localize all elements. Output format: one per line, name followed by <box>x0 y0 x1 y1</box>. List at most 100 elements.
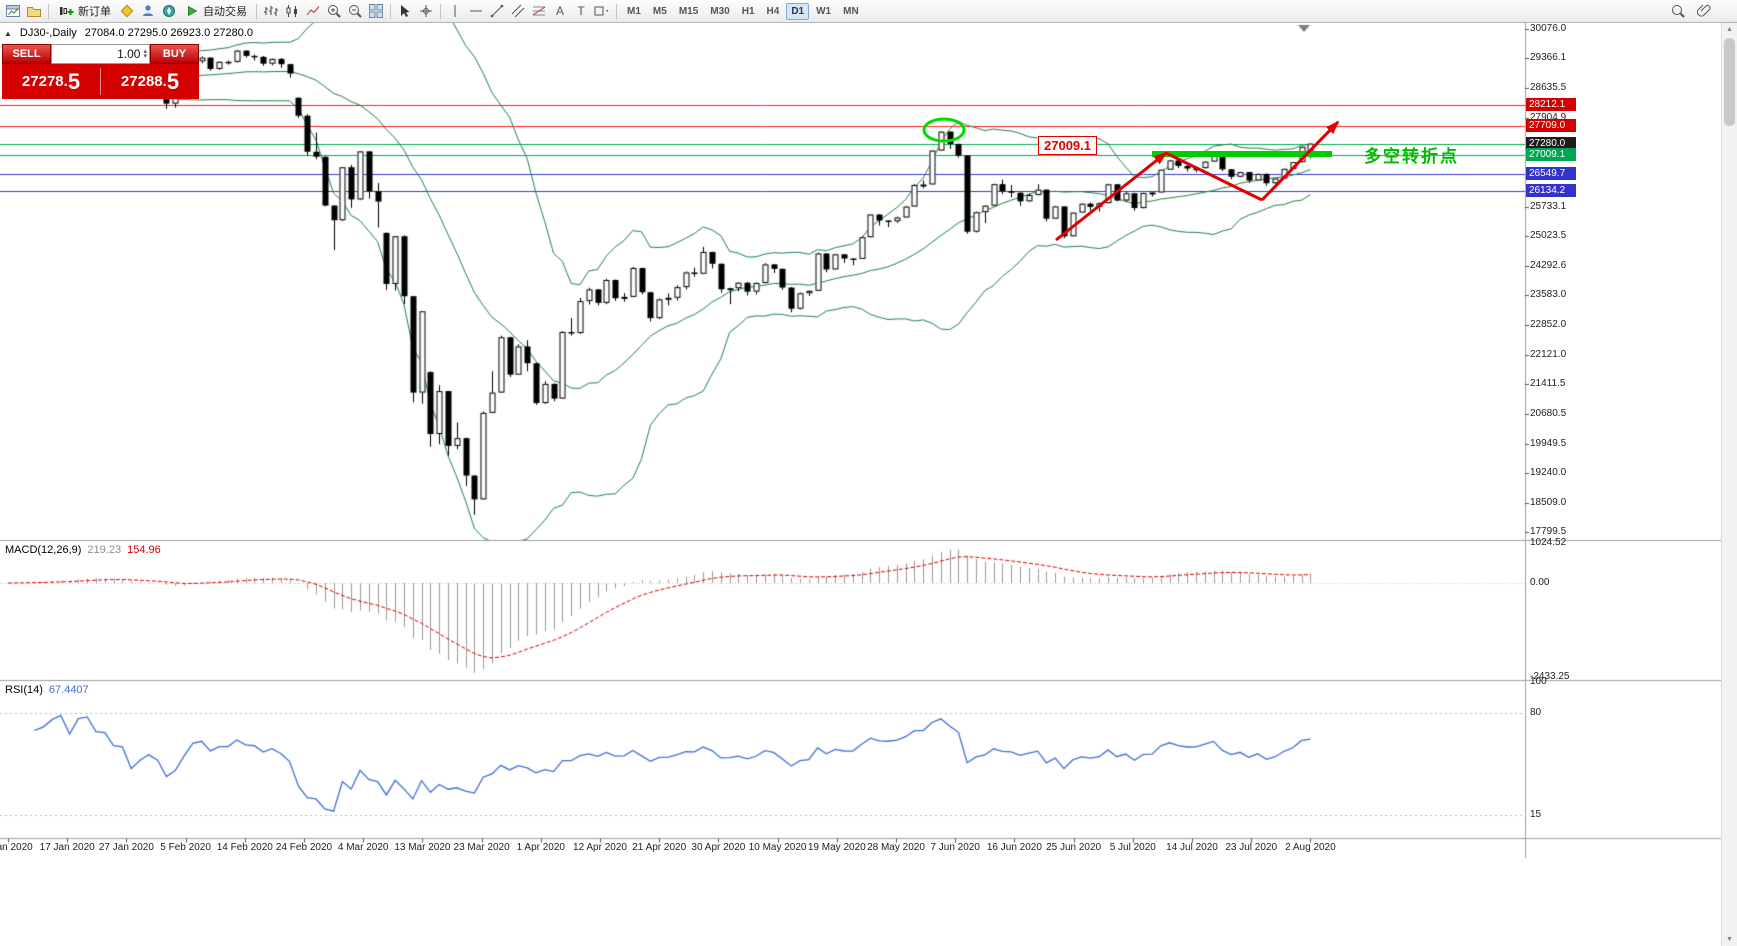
autotrading-button[interactable]: 自动交易 <box>180 2 252 20</box>
price-tag: 28212.1 <box>1526 98 1576 112</box>
toolbar-separator <box>616 3 617 19</box>
oneclick-collapse-icon[interactable]: ▲ <box>4 28 12 38</box>
timeframe-mn[interactable]: MN <box>843 5 859 17</box>
macd-axis-label: -2433.25 <box>1530 671 1570 683</box>
trade-panel-controls: SELL 1.00 ▴ ▾ BUY <box>2 44 199 64</box>
attach-icon[interactable] <box>1694 2 1714 20</box>
volume-up-arrow-icon: ▴ <box>143 48 147 55</box>
date-axis-label: 23 Jul 2020 <box>1225 842 1278 853</box>
chart-header: ▲ DJ30-,Daily 27084.0 27295.0 26923.0 27… <box>4 27 253 39</box>
toolbar-right-group <box>1668 2 1734 20</box>
profiles-icon[interactable] <box>24 2 44 20</box>
price-axis-label: 25023.5 <box>1530 230 1567 242</box>
price-tag: 26549.7 <box>1526 166 1576 180</box>
macd-axis-label: 1024.52 <box>1530 537 1567 549</box>
vertical-scrollbar[interactable]: ▲ ▼ <box>1721 22 1737 946</box>
horizontal-line-tool-icon[interactable] <box>466 2 486 20</box>
price-tag: 27280.0 <box>1526 136 1576 150</box>
sell-button[interactable]: SELL <box>2 44 51 64</box>
price-axis-label: 19240.0 <box>1530 466 1567 478</box>
tile-windows-icon[interactable] <box>366 2 386 20</box>
date-axis-label: 16 Jun 2020 <box>986 842 1042 853</box>
symbol-period-label: DJ30-,Daily <box>19 27 77 39</box>
timeframe-m5[interactable]: M5 <box>652 5 667 17</box>
label-tool-icon[interactable]: T <box>577 4 585 18</box>
candlestick-chart-type-icon[interactable] <box>282 2 302 20</box>
search-icon[interactable] <box>1668 2 1688 20</box>
volume-down-arrow-icon: ▾ <box>143 53 147 60</box>
metaeditor-icon[interactable] <box>117 2 137 20</box>
toolbar-separator <box>440 3 441 19</box>
macd-name: MACD(12,26,9) <box>5 544 82 556</box>
date-axis-label: 4 Mar 2020 <box>337 842 389 853</box>
trade-panel-prices: 27278. 5 27288. 5 <box>2 64 199 99</box>
date-axis-label: 5 Feb 2020 <box>160 842 211 853</box>
date-axis-label: 8 Jan 2020 <box>0 842 33 853</box>
ohlc-values-label: 27084.0 27295.0 26923.0 27280.0 <box>84 27 253 39</box>
timeframe-m15[interactable]: M15 <box>678 5 699 17</box>
crosshair-icon[interactable] <box>416 2 436 20</box>
market-watch-icon[interactable] <box>138 2 158 20</box>
rsi-value: 67.4407 <box>48 684 89 696</box>
price-axis-label: 23583.0 <box>1530 289 1567 300</box>
one-click-trading-panel: SELL 1.00 ▴ ▾ BUY 27278. 5 27288. 5 <box>2 44 199 99</box>
date-axis-label: 1 Apr 2020 <box>516 842 565 853</box>
new-order-button[interactable]: 新订单 <box>53 2 116 20</box>
timeframe-w1[interactable]: W1 <box>816 5 832 17</box>
buy-price[interactable]: 27288. 5 <box>120 69 180 94</box>
price-tag: 27009.1 <box>1526 147 1576 161</box>
price-axis-label: 17799.5 <box>1530 525 1567 537</box>
price-axis-label: 22852.0 <box>1530 318 1567 330</box>
scroll-down-arrow[interactable]: ▼ <box>1726 935 1733 943</box>
zoom-in-icon[interactable] <box>324 2 344 20</box>
toolbar-separator <box>390 3 391 19</box>
scrollbar-thumb[interactable] <box>1724 38 1735 126</box>
toolbar-separator <box>48 3 49 19</box>
date-axis-label: 10 May 2020 <box>748 842 807 853</box>
date-axis-label: 5 Jul 2020 <box>1109 842 1156 853</box>
toolbar-separator <box>256 3 257 19</box>
timeframe-m30[interactable]: M30 <box>710 5 730 17</box>
price-axis-label: 25733.1 <box>1530 200 1567 212</box>
volume-input[interactable]: 1.00 ▴ ▾ <box>51 44 150 64</box>
navigator-icon[interactable] <box>159 2 179 20</box>
volume-stepper[interactable]: ▴ ▾ <box>143 48 147 60</box>
price-annotation-label[interactable]: 27009.1 <box>1038 136 1097 155</box>
line-chart-type-icon[interactable] <box>303 2 323 20</box>
turning-point-annotation[interactable]: 多空转折点 <box>1364 147 1459 166</box>
date-axis-label: 24 Feb 2020 <box>275 842 333 853</box>
date-axis-label: 17 Jan 2020 <box>39 842 95 853</box>
timeframe-h1[interactable]: H1 <box>741 5 755 17</box>
cursor-icon[interactable] <box>395 2 415 20</box>
rsi-axis-label: 80 <box>1530 707 1542 719</box>
shapes-tool-icon[interactable] <box>592 2 612 20</box>
price-axis-label: 24292.6 <box>1530 259 1567 271</box>
fibonacci-tool-icon[interactable] <box>529 2 549 20</box>
sell-price[interactable]: 27278. 5 <box>21 69 81 94</box>
price-axis-label: 28635.5 <box>1530 82 1567 94</box>
macd-axis-label: 0.00 <box>1530 577 1550 589</box>
zoom-out-icon[interactable] <box>345 2 365 20</box>
date-axis-label: 12 Apr 2020 <box>573 842 627 853</box>
timeframe-group: M1 M5 M15 M30 H1 H4 D1 W1 MN <box>621 2 865 20</box>
date-axis-label: 23 Mar 2020 <box>453 842 510 853</box>
trendline-tool-icon[interactable] <box>487 2 507 20</box>
timeframe-h4[interactable]: H4 <box>766 5 780 17</box>
date-axis-label: 21 Apr 2020 <box>632 842 687 853</box>
new-order-label: 新订单 <box>78 6 111 18</box>
vertical-line-tool-icon[interactable] <box>445 2 465 20</box>
timeframe-d1[interactable]: D1 <box>786 2 810 20</box>
date-axis-label: 30 Apr 2020 <box>691 842 746 853</box>
buy-button[interactable]: BUY <box>150 44 199 64</box>
new-chart-icon[interactable] <box>3 2 23 20</box>
price-axis-label: 27904.9 <box>1530 112 1567 124</box>
new-order-icon <box>60 7 74 15</box>
price-axis-label: 18509.0 <box>1530 496 1567 508</box>
bar-chart-type-icon[interactable] <box>261 2 281 20</box>
timeframe-m1[interactable]: M1 <box>627 5 641 17</box>
scroll-up-arrow[interactable]: ▲ <box>1726 25 1733 33</box>
date-axis-label: 19 May 2020 <box>807 842 866 853</box>
text-tool-icon[interactable]: A <box>555 4 564 18</box>
channel-tool-icon[interactable] <box>508 2 528 20</box>
